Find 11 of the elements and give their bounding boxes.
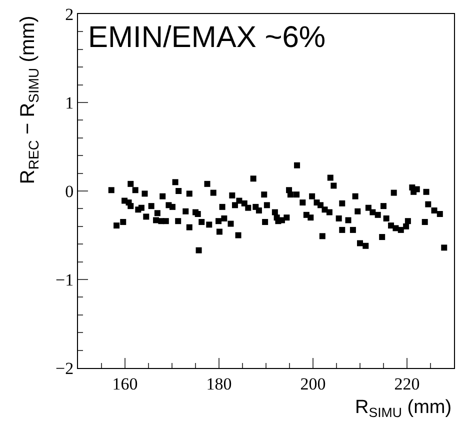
y-tick-label: 2: [65, 4, 74, 24]
y-tick-label: 0: [65, 182, 74, 201]
y-tick-label: −1: [56, 270, 74, 290]
y-tick-label: −2: [56, 358, 74, 378]
x-tick-label: 180: [206, 374, 232, 394]
y-tick-label: 1: [65, 93, 74, 112]
x-axis-title: R$_{SIMU}$ (mm): [355, 397, 452, 420]
x-tick-label: 160: [112, 374, 138, 394]
x-tick-label: 220: [394, 374, 420, 394]
x-tick-label: 200: [300, 374, 326, 394]
annotation: EMIN/EMAX ~6%: [88, 21, 326, 54]
